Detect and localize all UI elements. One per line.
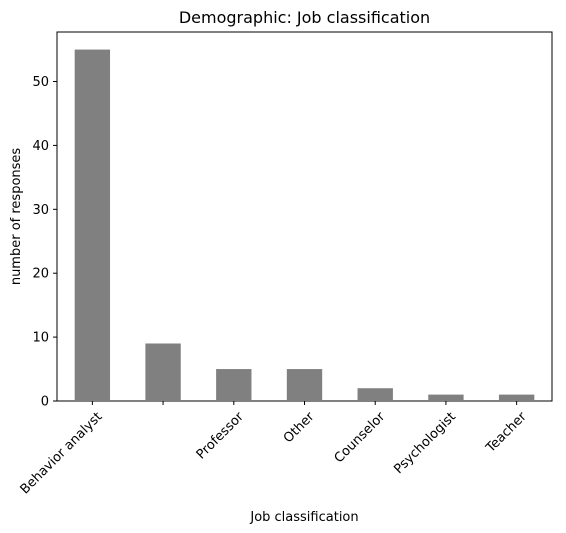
bar-1 xyxy=(145,343,181,401)
x-tick-label: Counselor xyxy=(332,409,389,466)
y-tick-label: 50 xyxy=(32,75,49,90)
y-tick-label: 0 xyxy=(41,395,49,410)
x-tick-label: Psychologist xyxy=(391,409,459,477)
y-tick-label: 20 xyxy=(32,267,49,282)
x-axis-label: Job classification xyxy=(249,510,358,525)
bar-0 xyxy=(74,49,111,401)
y-tick-label: 40 xyxy=(32,139,49,154)
plot-frame xyxy=(56,31,553,402)
x-tick-label: Professor xyxy=(194,409,248,463)
x-axis: Behavior analyst Professor Other Counselor P… xyxy=(18,401,530,497)
x-tick-label: Teacher xyxy=(483,409,530,456)
plot-area: 0 10 20 30 40 50 Behavior analyst Professor Oth… xyxy=(18,31,553,497)
bar-3 xyxy=(286,369,323,401)
x-tick-label: Behavior analyst xyxy=(18,409,106,497)
bar-2 xyxy=(216,369,252,401)
y-axis-label: number of responses xyxy=(9,148,24,286)
chart-title: Demographic: Job classification xyxy=(179,8,430,27)
y-tick-label: 10 xyxy=(32,331,49,346)
x-tick-label: Other xyxy=(281,409,318,446)
bars-layer xyxy=(74,49,535,401)
bar-4 xyxy=(357,388,393,401)
bar-5 xyxy=(428,394,464,401)
y-tick-label: 30 xyxy=(32,203,49,218)
y-axis: 0 10 20 30 40 50 xyxy=(32,75,57,410)
bar-6 xyxy=(498,394,535,401)
